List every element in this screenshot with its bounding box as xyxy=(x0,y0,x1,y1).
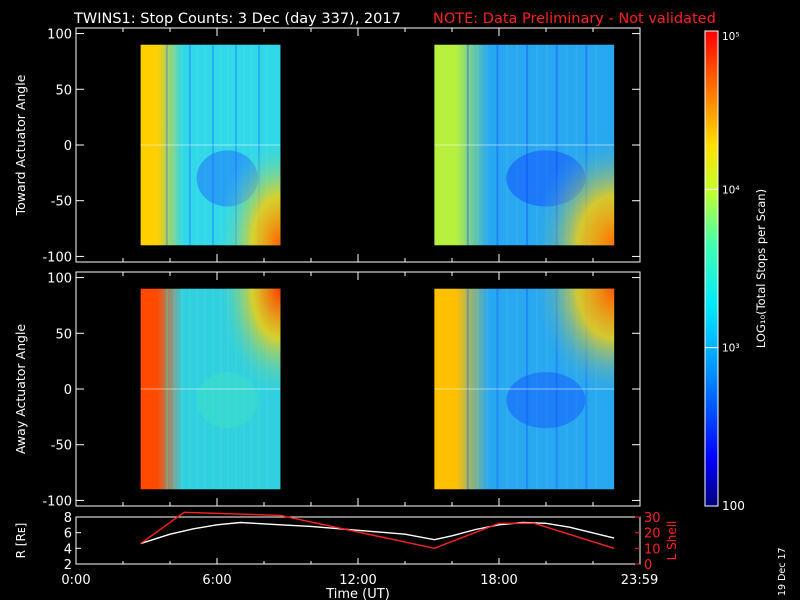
scan-hot-corner xyxy=(533,134,615,246)
lshell-line xyxy=(140,511,615,550)
y-tick-label: 50 xyxy=(55,83,72,98)
r-tick-label: 4 xyxy=(64,542,72,557)
scan-streak xyxy=(526,288,529,490)
colorbar-tick-label: 10⁴ xyxy=(722,184,740,196)
scan-streak xyxy=(486,288,489,490)
r-tick-label: 6 xyxy=(64,527,72,542)
r-tick-label: 8 xyxy=(64,511,72,526)
colorbar-tick-label: 100 xyxy=(722,499,745,513)
time-tick-label: 12:00 xyxy=(339,573,376,588)
colorbar-label: LOG₁₀(Total Stops per Scan) xyxy=(754,189,768,348)
scan-streak xyxy=(196,288,199,490)
scan-streak xyxy=(181,44,184,246)
y-axis-label: Toward Actuator Angle xyxy=(13,74,28,216)
lshell-tick-label: 20 xyxy=(644,527,661,542)
scan-hot-corner xyxy=(533,288,615,400)
scan-streak xyxy=(188,44,191,246)
r-axis-label: R [Rᴇ] xyxy=(14,523,28,559)
colorbar-tick-label: 10³ xyxy=(722,343,740,355)
scan-streak xyxy=(466,44,469,246)
y-tick-label: -100 xyxy=(42,494,72,509)
scan-streak xyxy=(173,288,176,490)
y-tick-label: 0 xyxy=(64,383,72,398)
scan-away-2 xyxy=(434,288,615,490)
y-tick-label: -50 xyxy=(51,195,72,210)
scan-streak xyxy=(496,288,499,490)
scan-streak xyxy=(173,44,176,246)
scan-away-1 xyxy=(140,288,281,490)
date-stamp: 19 Dec 17 xyxy=(777,547,788,596)
orbit-frame xyxy=(75,516,641,565)
scan-toward-2 xyxy=(434,44,615,246)
time-tick-label: 23:59 xyxy=(621,573,658,588)
scan-toward-1 xyxy=(140,44,281,246)
time-tick-label: 6:00 xyxy=(202,573,231,588)
time-axis-label: Time (UT) xyxy=(325,587,390,600)
y-tick-label: 0 xyxy=(64,139,72,154)
lshell-tick-label: 30 xyxy=(644,511,661,526)
scan-streak xyxy=(181,288,184,490)
scan-streak xyxy=(476,288,479,490)
scan-streak xyxy=(476,44,479,246)
y-tick-label: 50 xyxy=(55,327,72,342)
scan-streak xyxy=(204,288,207,490)
scan-streak xyxy=(486,44,489,246)
colorbar-tick-label: 10⁵ xyxy=(722,31,740,43)
r-tick-label: 2 xyxy=(64,558,72,573)
time-tick-label: 18:00 xyxy=(480,573,517,588)
panel-toward: 100 50 0 -50 -100 Toward Actuator Angle xyxy=(13,27,641,265)
lshell-axis-label: L Shell xyxy=(665,521,679,561)
scan-streak xyxy=(496,44,499,246)
panel-away: 100 50 0 -50 -100 Away Actuator Angle xyxy=(13,271,641,509)
scan-streak xyxy=(506,44,509,246)
scan-streak xyxy=(466,288,469,490)
scan-streak xyxy=(211,288,214,490)
scan-streak xyxy=(516,44,519,246)
preliminary-note: NOTE: Data Preliminary - Not validated xyxy=(433,11,716,27)
scan-hot-corner xyxy=(217,288,281,400)
scan-streak xyxy=(188,288,191,490)
lshell-tick-label: 10 xyxy=(644,542,661,557)
scan-streak xyxy=(526,44,529,246)
y-tick-label: 100 xyxy=(47,28,72,43)
scan-streak xyxy=(165,288,168,490)
plot-title: TWINS1: Stop Counts: 3 Dec (day 337), 20… xyxy=(73,11,401,27)
colorbar xyxy=(704,30,719,507)
y-tick-label: -50 xyxy=(51,439,72,454)
scan-streak xyxy=(211,44,214,246)
scan-hot-corner xyxy=(217,134,281,246)
y-axis-label: Away Actuator Angle xyxy=(13,324,28,455)
scan-streak xyxy=(165,44,168,246)
lshell-tick-label: 0 xyxy=(644,558,652,573)
time-tick-label: 0:00 xyxy=(61,573,90,588)
y-tick-label: 100 xyxy=(47,272,72,287)
scan-streak xyxy=(516,288,519,490)
scan-streak xyxy=(506,288,509,490)
scan-streak xyxy=(196,44,199,246)
y-tick-label: -100 xyxy=(42,250,72,265)
scan-streak xyxy=(204,44,207,246)
